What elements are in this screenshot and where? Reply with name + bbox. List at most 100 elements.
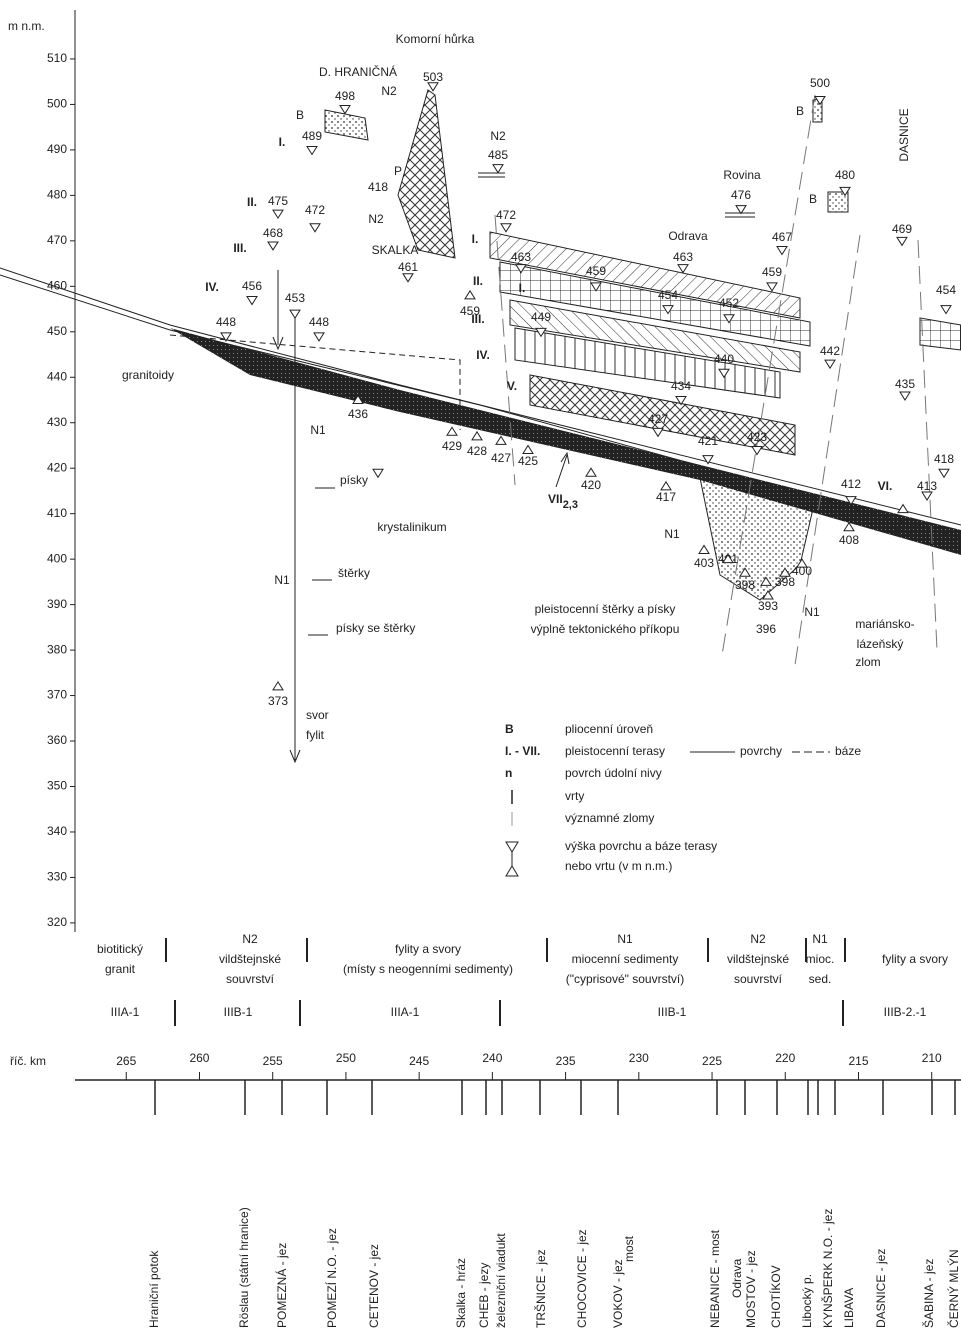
elevation-label: 468 (263, 226, 283, 240)
annotation: svor (306, 708, 329, 722)
graben-main: VII (548, 492, 563, 506)
elevation-label: 459 (586, 264, 606, 278)
elevation-label: 373 (268, 694, 288, 708)
elevation-marker (465, 291, 475, 299)
annotation: N1 (310, 423, 326, 437)
zone-label: N1 (812, 932, 828, 946)
annotation: B (296, 108, 304, 122)
legend-symbol: B (505, 722, 514, 736)
elevation-label: 434 (671, 379, 691, 393)
annotation: písky (340, 473, 368, 487)
annotation: mariánsko- (855, 617, 914, 631)
elevation-marker (661, 482, 671, 490)
terrace-label: I. (472, 232, 479, 246)
elevation-marker (247, 297, 257, 305)
elevation-marker (699, 546, 709, 554)
region-label: IIIA-1 (391, 1005, 420, 1019)
y-tick-label: 410 (47, 506, 67, 520)
location-label: CETENOV - jez (367, 1244, 381, 1328)
legend-symbol: n (505, 766, 512, 780)
zone-label: miocenní sedimenty (572, 952, 679, 966)
zone-label: N1 (617, 932, 633, 946)
elevation-marker (922, 492, 932, 500)
y-tick-label: 440 (47, 369, 67, 383)
elevation-marker (900, 392, 910, 400)
elevation-marker (736, 206, 746, 214)
legend-text: nebo vrtu (v m n.m.) (565, 859, 672, 873)
location-label: DASNICE - jez (874, 1249, 888, 1328)
zone-label: vildštejnské (219, 952, 281, 966)
zone-label: (místy s neogenními sedimenty) (343, 962, 513, 976)
legend-text: významné zlomy (565, 811, 654, 825)
region-label: IIIB-1 (224, 1005, 253, 1019)
location-label: Hraniční potok (147, 1250, 161, 1328)
elevation-marker (523, 445, 533, 453)
x-tick-label: 215 (848, 1054, 868, 1068)
terrace-label: III. (233, 241, 246, 255)
x-tick-label: 260 (189, 1051, 209, 1065)
elevation-label: 428 (467, 444, 487, 458)
zone-label: fylity a svory (882, 952, 948, 966)
elevation-marker (428, 83, 438, 91)
location-label: Skalka - hráz (454, 1258, 468, 1328)
legend-text: povrchy (740, 744, 782, 758)
elevation-label: 463 (511, 250, 531, 264)
location-label: LIBAVA (842, 1288, 856, 1328)
graben-sub: 2,3 (563, 499, 578, 511)
legend-text: pleistocenní terasy (565, 744, 665, 758)
location-label: CHOTÍKOV (768, 1265, 783, 1328)
elevation-marker (447, 427, 457, 435)
terrace-label: V. (507, 379, 517, 393)
elevation-marker (678, 265, 688, 273)
location-label: Odrava (730, 1258, 744, 1298)
elevation-label: 489 (302, 129, 322, 143)
elevation-label: 452 (719, 296, 739, 310)
y-tick-label: 470 (47, 233, 67, 247)
x-tick-label: 265 (116, 1054, 136, 1068)
legend-text: výška povrchu a báze terasy (565, 839, 717, 853)
elevation-marker (340, 106, 350, 114)
elevation-marker (653, 428, 663, 436)
annotation: fylit (306, 728, 325, 742)
annotation: Rovina (723, 168, 761, 182)
elevation-label: 425 (518, 454, 538, 468)
elevation-marker (273, 682, 283, 690)
elevation-marker (273, 210, 283, 218)
elevation-label: 427 (491, 451, 511, 465)
elevation-label: 480 (835, 168, 855, 182)
zone-label: biotitický (97, 942, 143, 956)
x-tick-label: 230 (629, 1051, 649, 1065)
annotation: Komorní hůrka (396, 32, 475, 46)
elevation-label: 472 (305, 203, 325, 217)
x-tick-label: 235 (556, 1054, 576, 1068)
elevation-label: 413 (917, 479, 937, 493)
annotation: výplně tektonického příkopu (531, 622, 680, 636)
elevation-label: 454 (936, 283, 956, 297)
elevation-label: 429 (442, 439, 462, 453)
x-tick-label: 250 (336, 1051, 356, 1065)
annotation: N2 (381, 84, 397, 98)
elevation-label: 463 (673, 250, 693, 264)
location-label: MOSTOV - jez (744, 1250, 758, 1328)
elevation-label: 420 (581, 478, 601, 492)
legend-text: vrty (565, 789, 584, 803)
y-tick-label: 340 (47, 824, 67, 838)
location-label: ČERNÝ MLÝN (946, 1249, 961, 1328)
elevation-marker (373, 469, 383, 477)
region-label: IIIB-1 (658, 1005, 687, 1019)
elevation-label: 469 (892, 222, 912, 236)
x-tick-label: 220 (775, 1051, 795, 1065)
elevation-marker (898, 505, 908, 513)
terrace-label: IV. (205, 280, 219, 294)
annotation: N1 (274, 573, 290, 587)
y-tick-label: 360 (47, 733, 67, 747)
elevation-label: 448 (309, 315, 329, 329)
annotation: granitoidy (122, 368, 174, 382)
elevation-marker (496, 436, 506, 444)
elevation-marker (586, 468, 596, 476)
zone-label: vildštejnské (727, 952, 789, 966)
elevation-label: 467 (772, 230, 792, 244)
elevation-label: 408 (839, 533, 859, 547)
y-axis-label: m n.m. (8, 19, 45, 33)
elevation-marker (752, 447, 762, 455)
